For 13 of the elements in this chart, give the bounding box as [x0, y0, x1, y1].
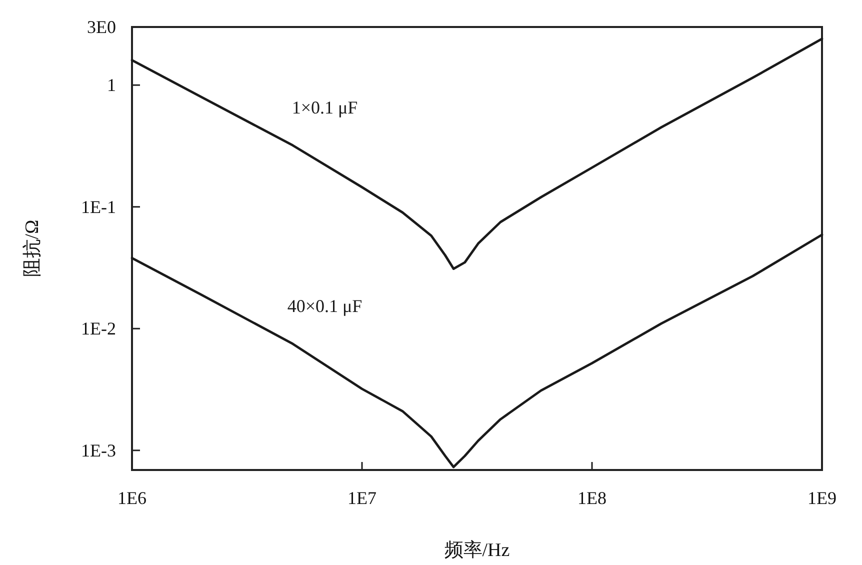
x-tick-label: 1E6 [118, 488, 146, 508]
series-label: 40×0.1 μF [287, 296, 362, 316]
series-label: 1×0.1 μF [292, 97, 358, 118]
x-tick-label: 1E7 [348, 488, 376, 508]
y-tick-label: 1E-2 [81, 318, 116, 339]
y-tick-label: 1E-3 [81, 440, 116, 460]
y-tick-label: 1E-1 [81, 196, 116, 217]
y-tick-label: 3E0 [87, 17, 116, 37]
y-tick-label: 1 [107, 75, 116, 96]
x-axis-title: 频率/Hz [444, 539, 510, 561]
y-axis-title: 阻抗/Ω [22, 220, 43, 278]
x-tick-label: 1E8 [578, 488, 606, 508]
x-tick-label: 1E9 [808, 488, 836, 508]
